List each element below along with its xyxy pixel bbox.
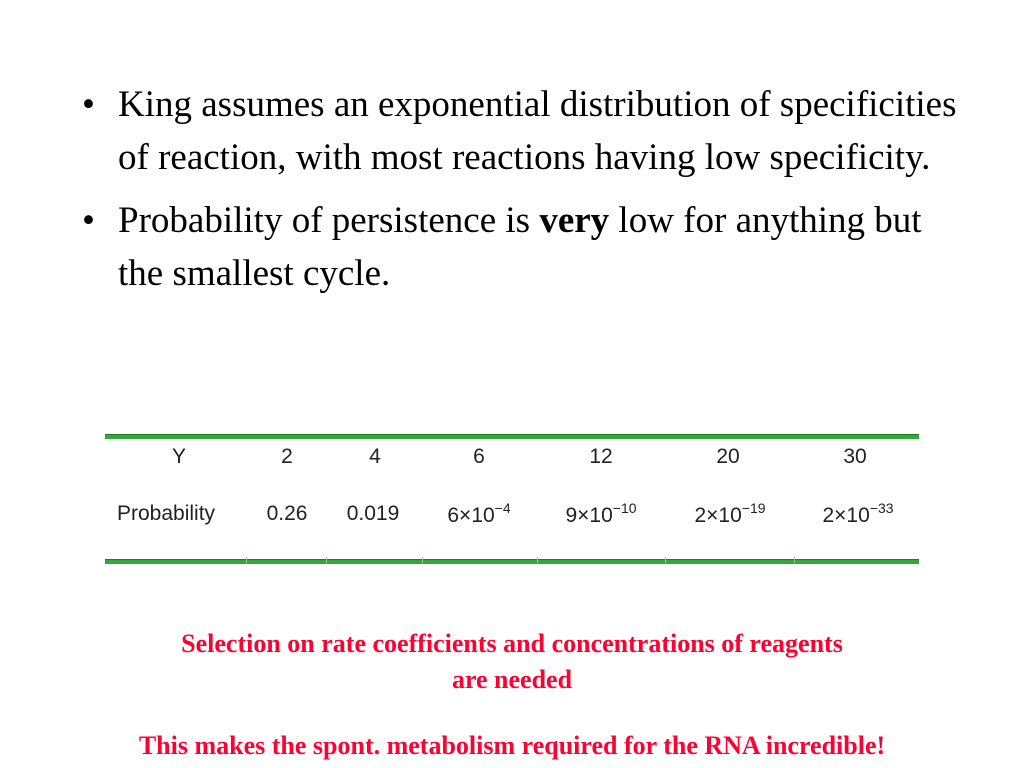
table-bottom-rule (105, 559, 919, 564)
selection-note-line-1: Selection on rate coefficients and conce… (181, 629, 843, 658)
value-mantissa: 6 (447, 504, 460, 527)
bullet-2-emphasis: very (539, 200, 610, 241)
table-header-label: Y (171, 445, 186, 468)
table-value-cell: 0.26 (266, 502, 308, 525)
bullet-item-2: • Probability of persistence is very low… (80, 194, 960, 300)
table-top-rule (105, 434, 919, 439)
table-header-cell: 2 (281, 445, 293, 468)
value-mantissa: 2 (694, 504, 707, 527)
value-base: 10 (718, 504, 742, 527)
table-header-cell: 30 (843, 445, 867, 468)
probability-table: Y 2 4 6 12 20 30 Probability 0.26 0.019 … (105, 434, 919, 564)
column-divider-tick (422, 557, 423, 563)
bullet-1-text: King assumes an exponential distribution… (118, 84, 957, 178)
value-mantissa: 2 (822, 504, 835, 527)
bullet-2-text-after: low for anything but the smallest cycle. (118, 200, 922, 294)
value-exponent: −10 (612, 500, 637, 516)
column-divider-tick (794, 557, 795, 563)
value-times: × (577, 504, 590, 527)
table-value-cell: 0.019 (346, 502, 400, 525)
value-base: 10 (471, 504, 495, 527)
value-exponent: −4 (494, 500, 511, 516)
table-row-label: Probability (117, 502, 216, 525)
value-base: 10 (846, 504, 870, 527)
table-value-cell: 2×10−19 (671, 501, 789, 528)
selection-note: Selection on rate coefficients and conce… (0, 626, 1024, 698)
column-divider-tick (246, 557, 247, 563)
table-header-cell: 20 (716, 445, 740, 468)
value-times: × (459, 504, 472, 527)
value-mantissa: 9 (565, 504, 578, 527)
table-header-cell: 4 (369, 445, 381, 468)
bullet-2-text-before: Probability of persistence is (118, 200, 540, 241)
bullet-item-1: • King assumes an exponential distributi… (80, 78, 960, 184)
value-exponent: −33 (869, 500, 894, 516)
table-header-cell: 6 (473, 445, 485, 468)
table-value-cell: 6×10−4 (427, 501, 531, 528)
bullet-marker: • (82, 84, 95, 125)
bullet-list: • King assumes an exponential distributi… (80, 78, 960, 310)
selection-note-line-2: are needed (451, 665, 573, 694)
value-base: 10 (589, 504, 613, 527)
value-exponent: −19 (741, 500, 766, 516)
value-times: × (706, 504, 719, 527)
table-value-cell: 2×10−33 (799, 501, 917, 528)
column-divider-tick (537, 557, 538, 563)
table-header-cell: 12 (589, 445, 613, 468)
table-value-cell: 9×10−10 (545, 501, 657, 528)
bullet-marker: • (82, 200, 95, 241)
column-divider-tick (326, 557, 327, 563)
value-times: × (834, 504, 847, 527)
conclusion-note: This makes the spont. metabolism require… (138, 731, 886, 760)
column-divider-tick (665, 557, 666, 563)
